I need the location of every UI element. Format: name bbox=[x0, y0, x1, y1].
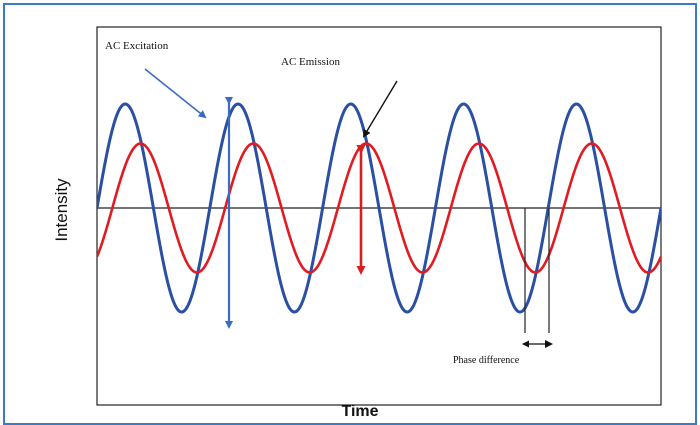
emission-wave bbox=[97, 142, 661, 274]
excitation-pointer-arrow bbox=[144, 68, 207, 119]
diagram-frame: AC Excitation AC Emission Phase differen… bbox=[3, 3, 697, 425]
phase-modulation-diagram: AC Excitation AC Emission Phase differen… bbox=[52, 26, 662, 420]
x-axis-label: Time bbox=[341, 403, 378, 420]
excitation-wave bbox=[97, 102, 661, 314]
y-axis-label: Intensity bbox=[52, 178, 71, 242]
emission-pointer-arrow bbox=[362, 80, 398, 138]
excitation-label: AC Excitation bbox=[105, 40, 169, 52]
emission-label: AC Emission bbox=[281, 56, 340, 68]
phase-difference-label: Phase difference bbox=[453, 355, 520, 366]
